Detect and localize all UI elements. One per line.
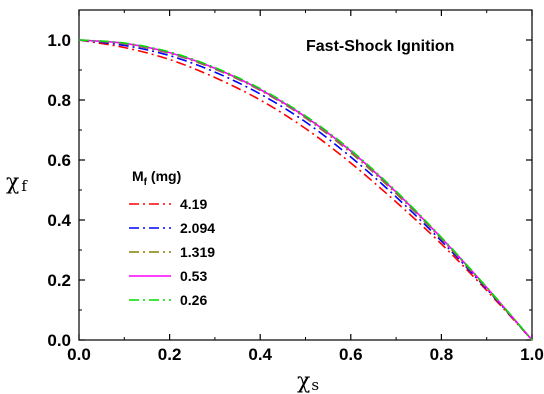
y-tick-label: 0.0	[47, 331, 71, 350]
y-tick-label: 1.0	[47, 31, 71, 50]
legend-label-1.319: 1.319	[180, 244, 215, 260]
x-tick-labels: 0.0 0.2 0.4 0.6 0.8 1.0	[67, 345, 544, 364]
x-tick-label: 0.0	[67, 345, 91, 364]
x-tick-label: 0.4	[248, 345, 272, 364]
series-lines	[78, 39, 533, 341]
series-line-0.53	[78, 39, 533, 341]
series-line-1.319	[78, 39, 533, 341]
x-tick-label: 0.8	[430, 345, 454, 364]
x-tick-label: 0.6	[339, 345, 363, 364]
legend-label-2.094: 2.094	[180, 220, 215, 236]
legend-label-0.53: 0.53	[180, 268, 207, 284]
x-tick-label: 0.2	[158, 345, 182, 364]
y-tick-label: 0.6	[47, 151, 71, 170]
x-axis-label: χs	[297, 369, 319, 394]
legend-label-0.26: 0.26	[180, 292, 207, 308]
chart-title: Fast-Shock Ignition	[306, 38, 454, 55]
legend: Mf (mg) 4.19 2.094 1.319 0.53 0.26	[129, 168, 215, 308]
y-tick-label: 0.4	[47, 211, 71, 230]
legend-label-4.19: 4.19	[180, 196, 207, 212]
legend-title: Mf (mg)	[132, 168, 181, 188]
series-line-4.19	[78, 39, 533, 341]
legend-items: 4.19 2.094 1.319 0.53 0.26	[129, 196, 215, 308]
y-tick-label: 0.8	[47, 91, 71, 110]
y-tick-label: 0.2	[47, 271, 71, 290]
x-tick-label: 1.0	[520, 345, 544, 364]
series-line-2.094	[78, 39, 533, 341]
y-tick-labels: 0.0 0.2 0.4 0.6 0.8 1.0	[47, 31, 71, 350]
series-line-0.26	[78, 39, 533, 341]
